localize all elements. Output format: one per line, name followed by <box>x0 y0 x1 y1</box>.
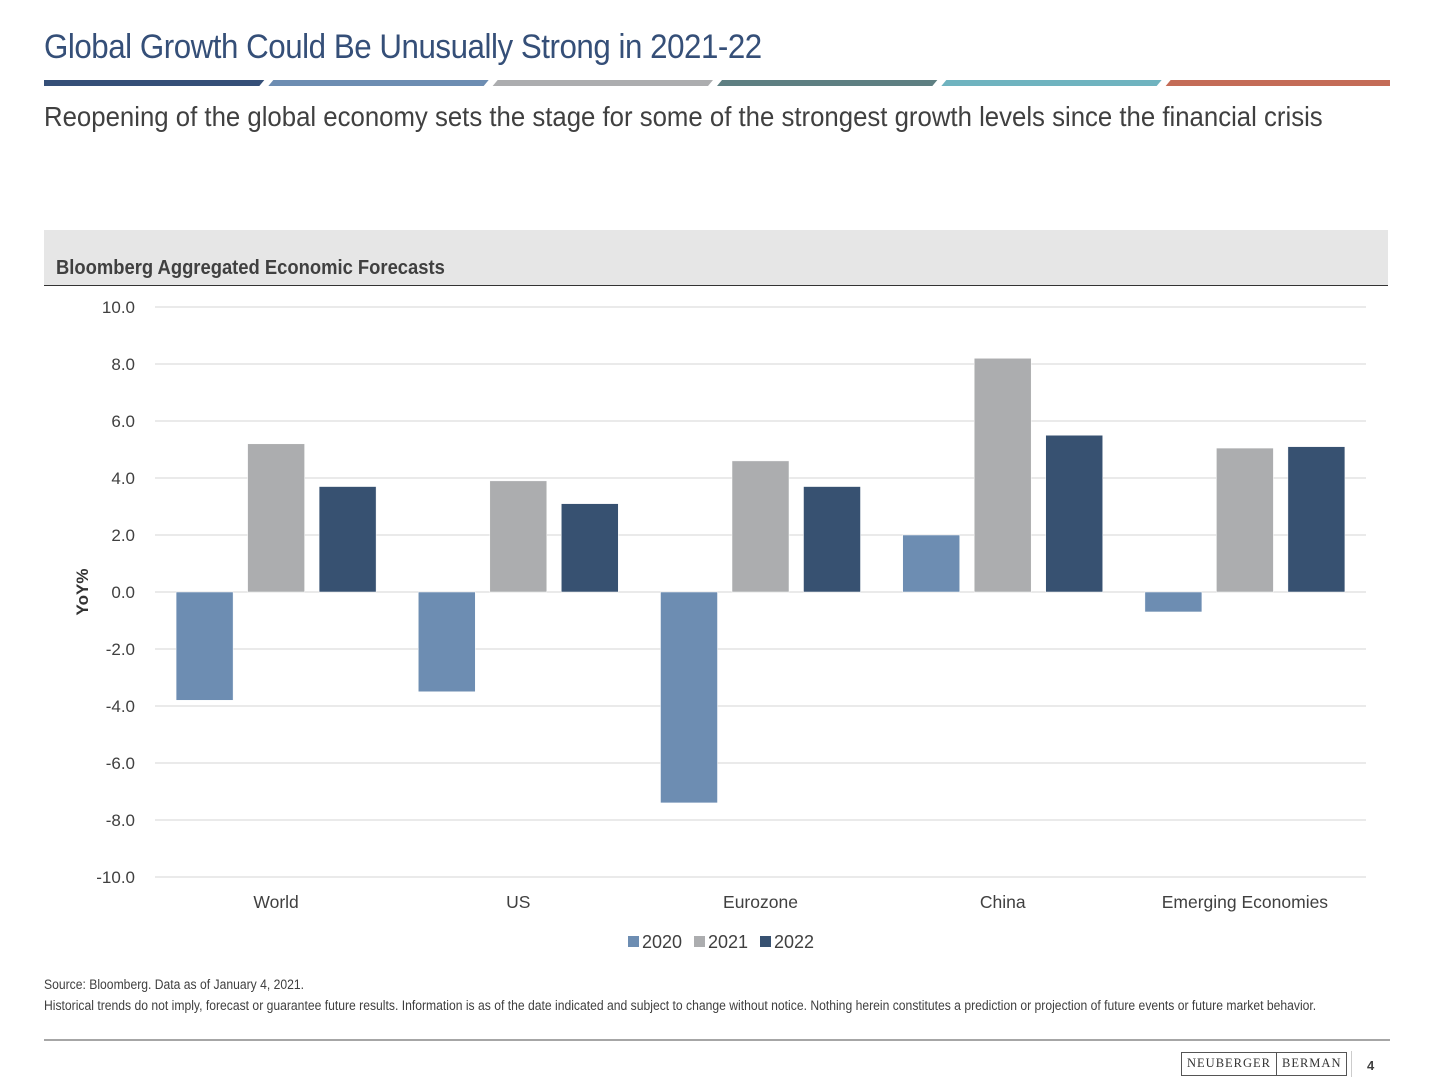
legend-swatch-2022 <box>760 936 771 947</box>
y-axis-ticks: 10.0 8.0 6.0 4.0 2.0 0.0 -2.0 -4.0 -6.0 -8.0 -10.0 <box>96 298 135 887</box>
legend-label-2021: 2021 <box>708 932 748 952</box>
header-stripe-segment <box>717 80 938 86</box>
x-tick-label: Eurozone <box>723 892 798 912</box>
y-tick-label: 10.0 <box>102 298 135 317</box>
bar-china-2022 <box>1045 435 1103 593</box>
slide-subtitle: Reopening of the global economy sets the… <box>44 101 1323 132</box>
bar-us-2020 <box>418 591 476 692</box>
header-stripe-segment <box>1165 80 1390 86</box>
bar-chart: 10.0 8.0 6.0 4.0 2.0 0.0 -2.0 -4.0 -6.0 -8.0 -10.0… <box>73 298 1366 952</box>
legend-swatch-2020 <box>628 936 639 947</box>
y-tick-label: 6.0 <box>111 412 135 431</box>
header-stripes <box>44 80 1390 86</box>
header-stripe-segment <box>44 80 265 86</box>
bar-emerging-economies-2022 <box>1287 446 1346 593</box>
header-stripe-segment <box>492 80 713 86</box>
bar-us-2022 <box>561 503 619 593</box>
footer-divider <box>44 1039 1390 1041</box>
y-tick-label: 0.0 <box>111 583 135 602</box>
bar-us-2021 <box>489 480 548 593</box>
bars <box>175 358 1346 804</box>
y-tick-label: -10.0 <box>96 868 135 887</box>
legend-label-2020: 2020 <box>642 932 682 952</box>
bar-china-2021 <box>973 358 1032 593</box>
bar-world-2020 <box>175 591 234 701</box>
bar-world-2021 <box>247 443 305 593</box>
logo-right-text: BERMAN <box>1276 1053 1346 1075</box>
y-axis-label: YoY% <box>73 569 92 616</box>
bar-emerging-economies-2021 <box>1216 447 1274 593</box>
source-note: Source: Bloomberg. Data as of January 4,… <box>44 977 305 992</box>
slide-title: Global Growth Could Be Unusually Strong … <box>44 28 762 66</box>
header-stripe-segment <box>941 80 1162 86</box>
y-tick-label: 2.0 <box>111 526 135 545</box>
x-tick-label: US <box>506 892 530 912</box>
x-tick-label: World <box>253 892 298 912</box>
page-number-divider <box>1351 1051 1352 1077</box>
y-tick-label: -8.0 <box>106 811 135 830</box>
bar-eurozone-2022 <box>803 486 861 593</box>
y-tick-label: 4.0 <box>111 469 135 488</box>
bar-emerging-economies-2020 <box>1144 591 1203 613</box>
bar-eurozone-2020 <box>660 591 718 804</box>
chart-panel-header: Bloomberg Aggregated Economic Forecasts <box>44 230 1388 286</box>
header-stripe-segment <box>268 80 489 86</box>
neuberger-berman-logo: NEUBERGER BERMAN <box>1181 1052 1348 1076</box>
x-axis-ticks: World US Eurozone China Emerging Economies <box>253 892 1328 912</box>
legend-label-2022: 2022 <box>774 932 814 952</box>
bar-eurozone-2021 <box>731 460 790 593</box>
y-tick-label: 8.0 <box>111 355 135 374</box>
x-tick-label: Emerging Economies <box>1162 892 1329 912</box>
bar-world-2022 <box>318 486 377 593</box>
page-number: 4 <box>1367 1058 1375 1073</box>
y-tick-label: -2.0 <box>106 640 135 659</box>
logo-left-text: NEUBERGER <box>1187 1056 1271 1070</box>
legend-swatch-2021 <box>694 936 705 947</box>
bar-china-2020 <box>902 534 960 593</box>
x-tick-label: China <box>980 892 1026 912</box>
disclaimer: Historical trends do not imply, forecast… <box>44 998 1317 1013</box>
y-tick-label: -4.0 <box>106 697 135 716</box>
y-tick-label: -6.0 <box>106 754 135 773</box>
chart-panel-title: Bloomberg Aggregated Economic Forecasts <box>56 257 445 279</box>
legend: 2020 2021 2022 <box>628 932 814 952</box>
